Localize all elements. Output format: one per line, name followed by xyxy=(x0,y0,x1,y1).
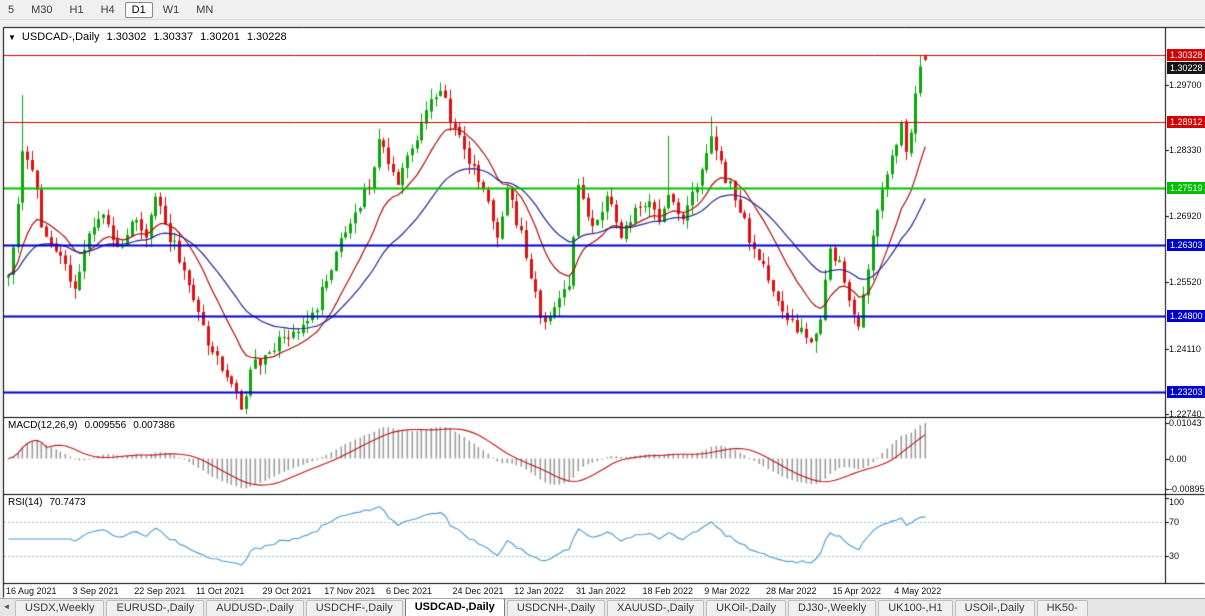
ohlc-close: 1.30228 xyxy=(246,31,287,43)
chart-symbol-period: USDCAD-,Daily xyxy=(21,31,100,43)
chart-tab-usdcnh-daily[interactable]: USDCNH-,Daily xyxy=(506,600,606,616)
chart-tab-audusd-daily[interactable]: AUDUSD-,Daily xyxy=(206,600,304,616)
timeframe-button-h4[interactable]: H4 xyxy=(100,3,115,16)
chart-tab-usdchf-daily[interactable]: USDCHF-,Daily xyxy=(305,600,403,616)
macd-value-main: 0.009556 xyxy=(84,420,127,431)
chart-tab-hk50[interactable]: HK50- xyxy=(1036,600,1088,616)
rsi-value: 70.7473 xyxy=(49,497,86,508)
chart-ohlc-header: ▼ USDCAD-,Daily 1.30302 1.30337 1.30201 … xyxy=(8,31,287,43)
timeframe-button-w1[interactable]: W1 xyxy=(162,3,180,16)
tabs-scroll-left-icon[interactable]: ◄ xyxy=(2,602,11,611)
chart-tab-uk100-h1[interactable]: UK100-,H1 xyxy=(878,600,953,616)
timeframe-button-mn[interactable]: MN xyxy=(196,3,214,16)
macd-indicator-label: MACD(12,26,9) 0.009556 0.007386 xyxy=(8,420,175,431)
rsi-name: RSI(14) xyxy=(8,497,43,508)
timeframe-button-5[interactable]: 5 xyxy=(8,3,15,16)
timeframe-button-d1[interactable]: D1 xyxy=(124,1,153,18)
chart-tab-eurusd-daily[interactable]: EURUSD-,Daily xyxy=(106,600,205,616)
chart-tab-bar: ◄ USDX,Weekly EURUSD-,Daily AUDUSD-,Daily US… xyxy=(0,598,1205,616)
rsi-indicator-label: RSI(14) 70.7473 xyxy=(8,497,86,508)
chart-canvas[interactable] xyxy=(0,0,1205,598)
chart-menu-icon[interactable]: ▼ xyxy=(8,32,16,42)
chart-tab-ukoil-daily[interactable]: UKOil-,Daily xyxy=(706,600,786,616)
timeframe-button-h1[interactable]: H1 xyxy=(69,3,84,16)
ohlc-open: 1.30302 xyxy=(106,31,147,43)
chart-tab-dj30-weekly[interactable]: DJ30-,Weekly xyxy=(787,600,877,616)
macd-value-signal: 0.007386 xyxy=(133,420,175,431)
chart-tab-usdx-weekly[interactable]: USDX,Weekly xyxy=(15,600,105,616)
timeframe-toolbar: 5 M30 H1 H4 D1 W1 MN xyxy=(0,0,1205,20)
ohlc-low: 1.30201 xyxy=(200,31,240,43)
macd-name: MACD(12,26,9) xyxy=(8,420,78,431)
chart-tab-usoil-daily[interactable]: USOil-,Daily xyxy=(954,600,1035,616)
timeframe-button-m30[interactable]: M30 xyxy=(31,3,53,16)
ohlc-high: 1.30337 xyxy=(153,31,194,43)
chart-tab-xauusd-daily[interactable]: XAUUSD-,Daily xyxy=(607,600,705,616)
chart-tab-usdcad-daily[interactable]: USDCAD-,Daily xyxy=(404,599,505,616)
